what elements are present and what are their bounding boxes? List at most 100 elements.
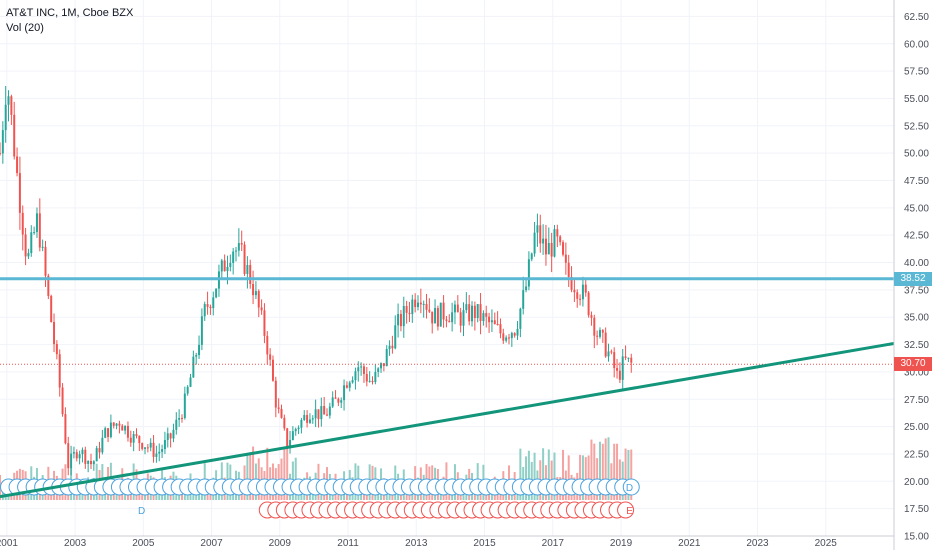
candle-body: [320, 406, 323, 420]
candle-body: [459, 312, 462, 326]
candle: [237, 228, 240, 257]
x-tick-label: 2013: [405, 538, 428, 549]
y-tick-label: 27.50: [904, 395, 929, 406]
dividend-marker-circle[interactable]: [622, 478, 640, 496]
candle: [4, 85, 7, 143]
candle: [118, 420, 121, 434]
x-tick-label: 2015: [473, 538, 496, 549]
candle: [277, 398, 280, 414]
candle-body: [67, 443, 70, 469]
candle: [101, 429, 104, 455]
candle: [385, 345, 388, 367]
candle: [198, 335, 201, 359]
candle-body: [254, 291, 257, 296]
candle-body: [53, 322, 56, 345]
volume-bar: [505, 491, 508, 500]
candle: [553, 224, 556, 258]
candle: [121, 424, 124, 431]
candle: [16, 147, 19, 177]
candle-body: [596, 335, 599, 337]
candle-body: [471, 305, 474, 322]
candle: [13, 101, 16, 160]
candle-body: [229, 262, 232, 267]
candle: [53, 313, 56, 353]
y-tick-label: 15.00: [904, 532, 929, 543]
candle-body: [399, 314, 402, 327]
candle: [297, 425, 300, 435]
volume-bar: [195, 491, 198, 500]
candle-body: [152, 442, 155, 457]
candle-body: [47, 275, 50, 296]
candle-body: [499, 324, 502, 334]
candle: [522, 276, 525, 315]
candle-body: [195, 355, 198, 357]
x-tick-label: 2021: [678, 538, 701, 549]
candle: [112, 422, 115, 429]
candle: [328, 402, 331, 419]
candle: [155, 445, 158, 463]
earnings-marker[interactable]: [617, 501, 635, 519]
candle-body: [539, 225, 542, 244]
candle: [183, 386, 186, 420]
event-markers: D D E: [0, 478, 640, 519]
dividend-marker-label[interactable]: D: [138, 506, 145, 517]
candle: [493, 312, 496, 325]
support-trend-line[interactable]: [0, 341, 895, 499]
candle-body: [266, 335, 269, 355]
candle-body: [41, 246, 44, 248]
candle-body: [507, 337, 510, 339]
candle: [326, 408, 328, 417]
y-tick-label: 32.50: [904, 340, 929, 351]
candle: [581, 276, 584, 307]
candle: [499, 318, 502, 339]
volume-bar: [246, 453, 249, 500]
candle-body: [371, 380, 374, 383]
candle-body: [630, 357, 633, 363]
candle: [362, 363, 365, 383]
candle: [533, 221, 536, 257]
candle: [482, 310, 485, 326]
drawn-lines[interactable]: [0, 277, 895, 499]
candle-body: [428, 309, 431, 312]
candle-body: [556, 229, 559, 237]
candle-body: [311, 418, 314, 420]
candle: [610, 349, 613, 355]
volume-bar: [604, 438, 607, 500]
candle-body: [300, 419, 303, 428]
candle-body: [314, 409, 317, 419]
volume-bar: [593, 443, 596, 500]
candle-body: [453, 304, 456, 313]
candle-body: [226, 266, 229, 272]
candle-body: [417, 302, 419, 308]
candle-body: [482, 313, 485, 322]
candle-body: [422, 303, 425, 305]
candle-body: [223, 260, 226, 272]
earnings-marker-label[interactable]: E: [626, 506, 633, 517]
candle-body: [92, 461, 95, 465]
candle-body: [576, 292, 579, 299]
candle: [451, 302, 454, 332]
volume-bar: [579, 454, 582, 500]
candle-body: [473, 305, 476, 319]
candle: [613, 347, 616, 378]
candle-body: [468, 304, 471, 322]
candle: [502, 328, 505, 344]
candle-body: [121, 425, 124, 431]
dividend-marker[interactable]: [622, 478, 640, 496]
candle: [576, 289, 579, 308]
candle-body: [488, 316, 491, 323]
candle-body: [1, 130, 4, 154]
candle: [209, 304, 212, 315]
candle: [144, 447, 147, 455]
candle-body: [50, 295, 53, 322]
candle: [559, 234, 562, 246]
candle-body: [141, 443, 144, 449]
dividend-marker-label[interactable]: D: [626, 483, 633, 494]
volume-bar: [598, 441, 601, 500]
earnings-marker-circle[interactable]: [617, 501, 635, 519]
candle: [448, 314, 451, 323]
candle-body: [496, 323, 499, 325]
candle: [505, 335, 508, 343]
candle: [75, 449, 78, 462]
